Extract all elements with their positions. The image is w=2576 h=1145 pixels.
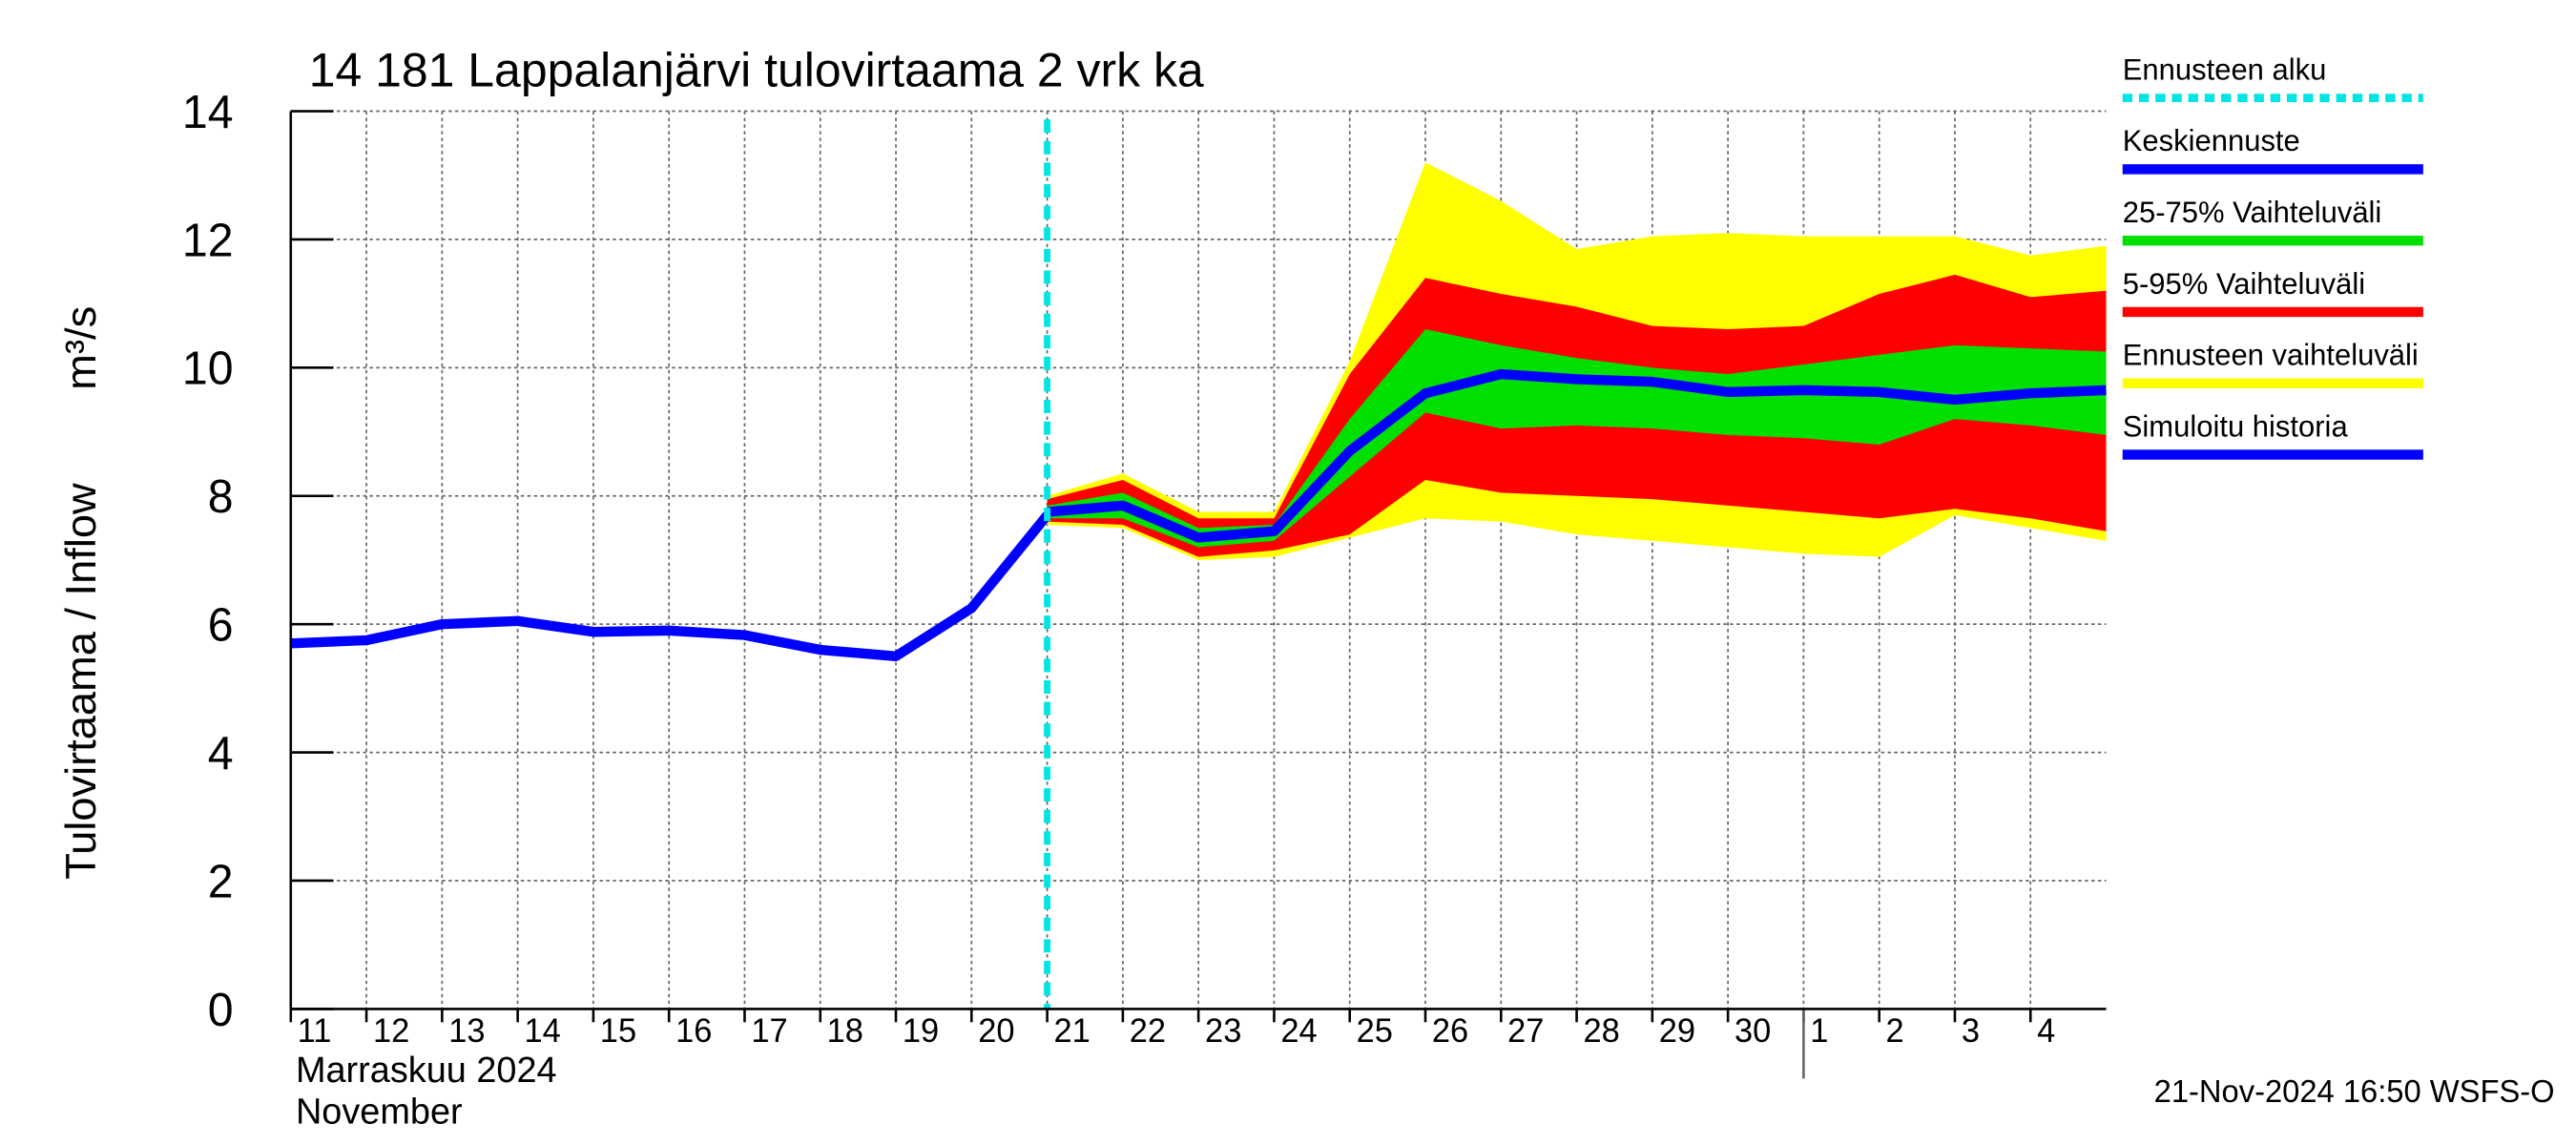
x-tick-label: 30: [1735, 1013, 1771, 1050]
x-tick-label: 22: [1130, 1013, 1166, 1050]
x-tick-label: 28: [1583, 1013, 1619, 1050]
x-tick-label: 1: [1810, 1013, 1828, 1050]
x-tick-label: 12: [373, 1013, 409, 1050]
x-tick-label: 27: [1507, 1013, 1544, 1050]
legend-label: Ennusteen alku: [2123, 52, 2327, 86]
y-tick-label: 2: [208, 856, 234, 907]
timestamp: 21-Nov-2024 16:50 WSFS-O: [2154, 1073, 2555, 1109]
x-tick-label: 20: [978, 1013, 1014, 1050]
line: [1047, 368, 2107, 543]
legend-label: 25-75% Vaihteluväli: [2123, 196, 2382, 229]
x-tick-label: 19: [903, 1013, 939, 1050]
x-tick-label: 2: [1886, 1013, 1904, 1050]
x-tick-label: 13: [448, 1013, 485, 1050]
y-tick-label: 4: [208, 728, 234, 780]
legend-label: Keskiennuste: [2123, 124, 2300, 157]
y-axis-unit: m³/s: [56, 306, 105, 390]
x-tick-label: 14: [525, 1013, 561, 1050]
x-tick-label: 29: [1659, 1013, 1695, 1050]
x-tick-label: 23: [1205, 1013, 1241, 1050]
y-axis-label: Tulovirtaama / Inflow: [56, 483, 105, 880]
x-month-label-en: November: [296, 1092, 463, 1132]
y-tick-label: 6: [208, 599, 234, 651]
x-tick-label: 11: [298, 1013, 332, 1050]
legend-label: Simuloitu historia: [2123, 409, 2349, 443]
x-tick-label: 21: [1053, 1013, 1090, 1050]
x-tick-label: 24: [1280, 1013, 1317, 1050]
x-tick-label: 26: [1432, 1013, 1468, 1050]
x-tick-label: 15: [600, 1013, 636, 1050]
line: [290, 511, 1051, 661]
y-tick-label: 12: [182, 215, 234, 266]
y-tick-label: 14: [182, 87, 234, 138]
x-tick-label: 17: [751, 1013, 787, 1050]
y-tick-label: 10: [182, 344, 234, 395]
y-tick-label: 8: [208, 471, 234, 523]
legend-label: Ennusteen vaihteluväli: [2123, 338, 2419, 371]
y-tick-label: 0: [208, 985, 234, 1036]
x-tick-label: 16: [675, 1013, 712, 1050]
x-tick-label: 3: [1962, 1013, 1980, 1050]
legend-label: 5-95% Vaihteluväli: [2123, 267, 2365, 301]
x-tick-label: 4: [2037, 1013, 2055, 1050]
x-tick-label: 25: [1357, 1013, 1393, 1050]
x-tick-label: 18: [827, 1013, 863, 1050]
chart-title: 14 181 Lappalanjärvi tulovirtaama 2 vrk …: [309, 43, 1204, 96]
x-month-label: Marraskuu 2024: [296, 1051, 557, 1091]
